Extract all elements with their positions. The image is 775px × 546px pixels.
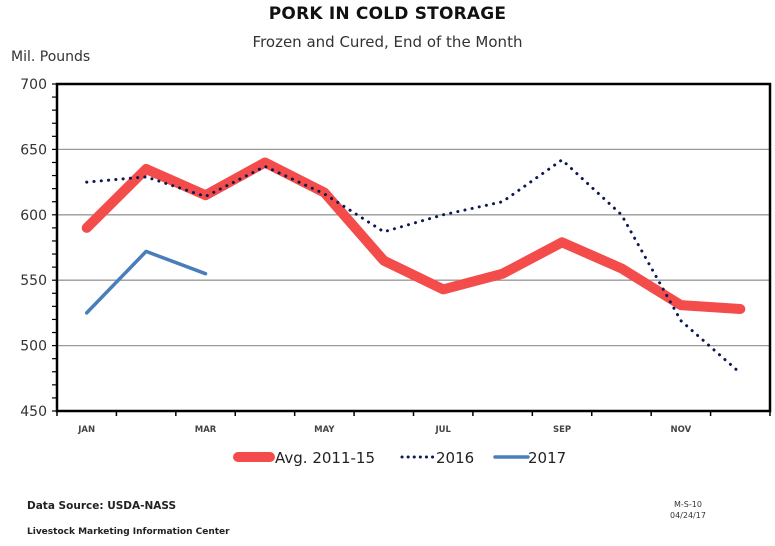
y-tick-label: 500 xyxy=(20,339,47,355)
data-source: Data Source: USDA-NASS xyxy=(27,500,177,512)
y-tick-label: 700 xyxy=(20,77,47,93)
legend-label: 2016 xyxy=(436,449,474,467)
y-tick-label: 450 xyxy=(20,404,47,420)
x-tick-label: MAR xyxy=(195,425,217,435)
series-line-2017 xyxy=(84,249,208,315)
y-axis-label: Mil. Pounds xyxy=(11,49,91,65)
x-tick-label: JAN xyxy=(77,425,95,435)
y-tick-label: 550 xyxy=(20,273,47,289)
chart-code: M-S-10 xyxy=(674,500,702,509)
x-tick-labels: JAN MAR MAY JUL SEP NOV xyxy=(77,425,691,435)
chart-date: 04/24/17 xyxy=(670,511,706,520)
organization: Livestock Marketing Information Center xyxy=(27,527,230,537)
chart-title: PORK IN COLD STORAGE xyxy=(268,4,507,24)
y-tick-label: 650 xyxy=(20,142,47,158)
series-lines xyxy=(81,157,746,375)
axes xyxy=(52,82,772,416)
legend-label: 2017 xyxy=(528,449,566,467)
chart-subtitle: Frozen and Cured, End of the Month xyxy=(252,33,523,51)
plot-border xyxy=(55,82,772,413)
x-tick-label: MAY xyxy=(314,425,335,435)
legend-label: Avg. 2011-15 xyxy=(275,449,375,467)
x-tick-label: NOV xyxy=(671,425,692,435)
x-tick-label: SEP xyxy=(553,425,571,435)
y-tick-labels: 450 500 550 600 650 700 xyxy=(20,77,47,420)
y-tick-label: 600 xyxy=(20,208,47,224)
series-line-avg-2011-15 xyxy=(81,157,746,314)
legend: Avg. 2011-15 2016 2017 xyxy=(233,449,566,467)
x-tick-label: JUL xyxy=(434,425,451,435)
series-line-2016 xyxy=(85,158,742,375)
